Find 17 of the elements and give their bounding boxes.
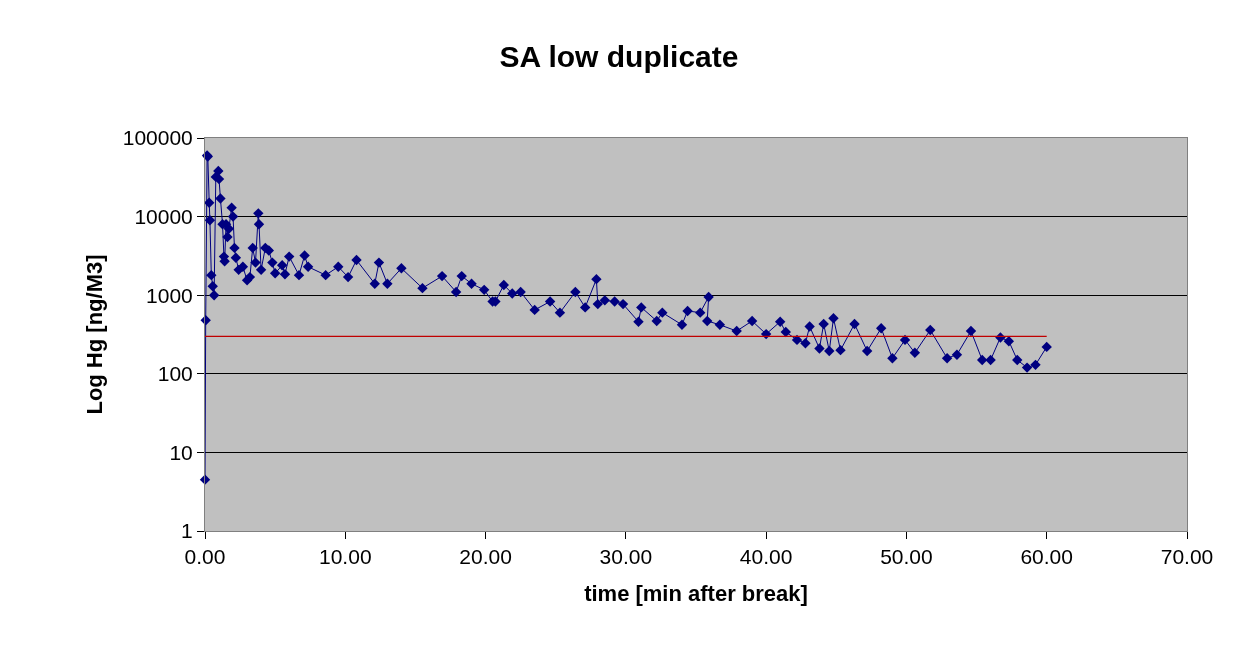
x-tick-label: 40.00 <box>739 545 793 569</box>
x-tick-label: 60.00 <box>1020 545 1073 569</box>
y-tick-label: 10000 <box>134 204 193 228</box>
y-tick-label: 100 <box>157 362 193 386</box>
x-tick-label: 0.00 <box>184 545 226 569</box>
x-tick-label: 30.00 <box>599 545 653 569</box>
y-tick-label: 10 <box>169 440 193 464</box>
x-axis-title: time [min after break] <box>584 581 808 607</box>
y-axis-title: Log Hg [ng/M3] <box>81 254 107 415</box>
x-tick-label: 70.00 <box>1160 545 1214 569</box>
chart-title: SA low duplicate <box>499 40 739 74</box>
y-tick-label: 1 <box>181 519 193 543</box>
x-tick-label: 20.00 <box>459 545 512 569</box>
y-tick-label: 1000 <box>146 283 193 307</box>
y-tick-label: 100000 <box>122 126 193 150</box>
x-tick-label: 10.00 <box>319 545 372 569</box>
x-tick-label: 50.00 <box>880 545 933 569</box>
